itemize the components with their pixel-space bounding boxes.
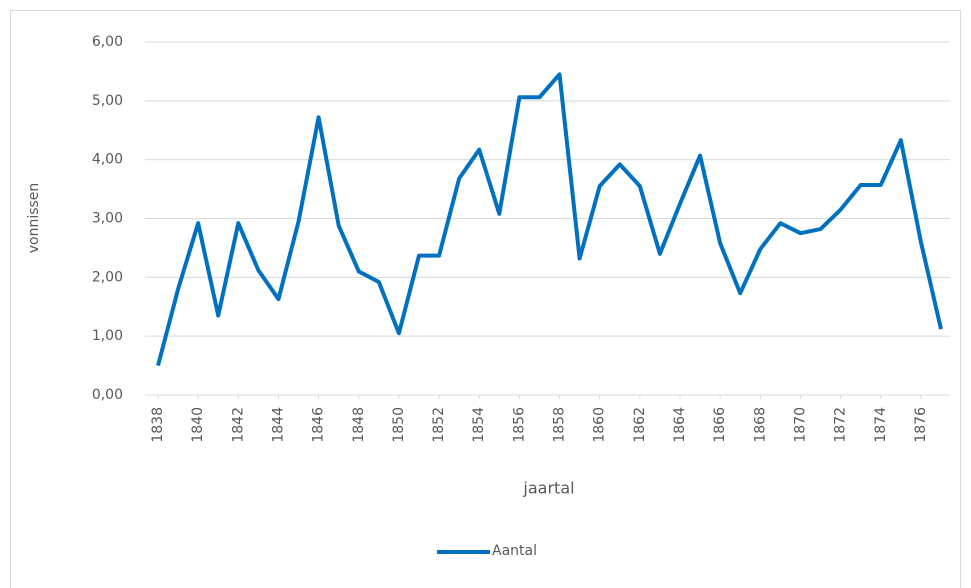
y-tick-label: 0,00 <box>92 387 123 403</box>
y-tick-label: 3,00 <box>92 211 123 227</box>
y-tick-label: 4,00 <box>92 152 123 168</box>
x-tick-label: 1844 <box>270 407 286 443</box>
x-tick-label: 1876 <box>913 407 929 443</box>
x-tick-label: 1852 <box>431 407 447 443</box>
y-tick-label: 1,00 <box>92 328 123 344</box>
x-tick-label: 1838 <box>150 407 166 443</box>
x-tick-label: 1870 <box>792 407 808 443</box>
y-tick-label: 5,00 <box>92 93 123 109</box>
y-tick-label: 2,00 <box>92 269 123 285</box>
chart-frame <box>10 10 961 588</box>
x-axis-label: jaartal <box>522 479 574 498</box>
x-tick-label: 1842 <box>230 407 246 443</box>
x-tick-label: 1854 <box>471 407 487 443</box>
x-tick-label: 1858 <box>552 407 568 443</box>
x-tick-label: 1862 <box>632 407 648 443</box>
x-tick-label: 1850 <box>391 407 407 443</box>
x-tick-label: 1864 <box>672 407 688 443</box>
x-tick-label: 1856 <box>511 407 527 443</box>
data-line <box>156 72 943 367</box>
x-tick-label: 1860 <box>592 407 608 443</box>
x-tick-label: 1840 <box>190 407 206 443</box>
x-tick-label: 1868 <box>752 407 768 443</box>
x-tick-label: 1848 <box>351 407 367 443</box>
x-tick-label: 1846 <box>311 407 327 443</box>
y-axis-label: vonnissen <box>26 183 42 254</box>
legend-label: Aantal <box>492 543 537 559</box>
x-tick-label: 1874 <box>873 407 889 443</box>
x-tick-label: 1872 <box>833 407 849 443</box>
x-tick-label: 1866 <box>712 407 728 443</box>
y-tick-label: 6,00 <box>92 34 123 50</box>
